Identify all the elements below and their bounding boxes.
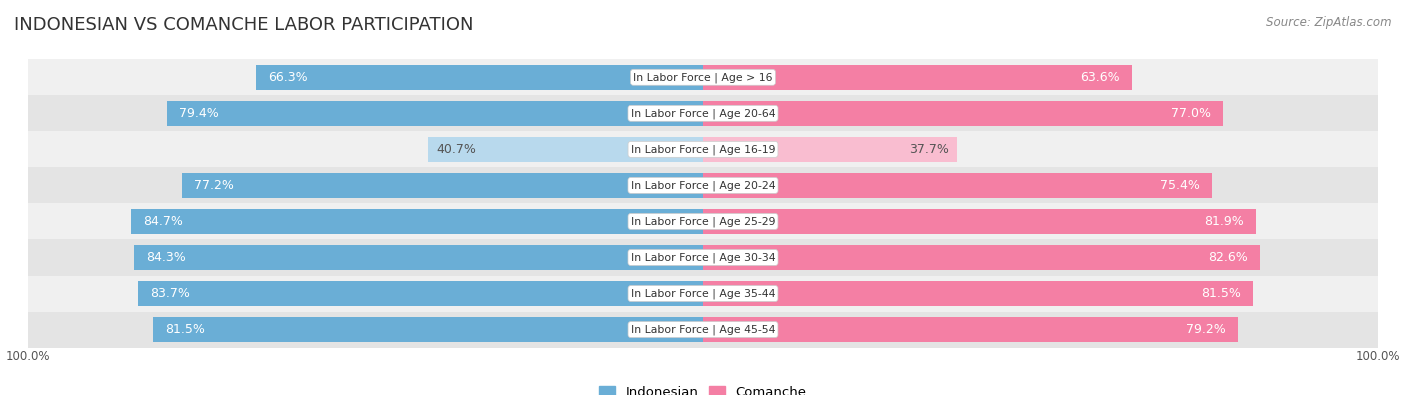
- Bar: [703, 317, 1237, 342]
- Bar: [703, 209, 1256, 234]
- Text: 79.2%: 79.2%: [1185, 323, 1226, 336]
- Text: 81.5%: 81.5%: [165, 323, 205, 336]
- Bar: [153, 317, 703, 342]
- Bar: [703, 101, 1223, 126]
- Bar: [28, 203, 1378, 239]
- Text: 75.4%: 75.4%: [1160, 179, 1199, 192]
- Bar: [181, 173, 703, 198]
- Text: 66.3%: 66.3%: [267, 71, 308, 84]
- Bar: [138, 281, 703, 306]
- Text: 82.6%: 82.6%: [1209, 251, 1249, 264]
- Bar: [28, 312, 1378, 348]
- Bar: [28, 276, 1378, 312]
- Bar: [28, 167, 1378, 203]
- Text: 40.7%: 40.7%: [436, 143, 477, 156]
- Text: In Labor Force | Age 16-19: In Labor Force | Age 16-19: [631, 144, 775, 154]
- Bar: [28, 132, 1378, 167]
- Text: INDONESIAN VS COMANCHE LABOR PARTICIPATION: INDONESIAN VS COMANCHE LABOR PARTICIPATI…: [14, 16, 474, 34]
- Bar: [429, 137, 703, 162]
- Bar: [131, 209, 703, 234]
- Text: 63.6%: 63.6%: [1080, 71, 1121, 84]
- Text: 81.5%: 81.5%: [1201, 287, 1241, 300]
- Text: In Labor Force | Age 25-29: In Labor Force | Age 25-29: [631, 216, 775, 227]
- Text: In Labor Force | Age 30-34: In Labor Force | Age 30-34: [631, 252, 775, 263]
- Text: 77.0%: 77.0%: [1171, 107, 1211, 120]
- Text: In Labor Force | Age 20-64: In Labor Force | Age 20-64: [631, 108, 775, 118]
- Text: In Labor Force | Age 45-54: In Labor Force | Age 45-54: [631, 324, 775, 335]
- Text: 84.3%: 84.3%: [146, 251, 186, 264]
- Bar: [703, 281, 1253, 306]
- Text: 83.7%: 83.7%: [150, 287, 190, 300]
- Bar: [167, 101, 703, 126]
- Text: In Labor Force | Age 20-24: In Labor Force | Age 20-24: [631, 180, 775, 191]
- Bar: [28, 59, 1378, 95]
- Bar: [703, 65, 1132, 90]
- Text: Source: ZipAtlas.com: Source: ZipAtlas.com: [1267, 16, 1392, 29]
- Bar: [703, 173, 1212, 198]
- Bar: [134, 245, 703, 270]
- Text: 37.7%: 37.7%: [910, 143, 949, 156]
- Bar: [703, 245, 1260, 270]
- Text: In Labor Force | Age > 16: In Labor Force | Age > 16: [633, 72, 773, 83]
- Bar: [28, 95, 1378, 132]
- Text: 77.2%: 77.2%: [194, 179, 233, 192]
- Text: 79.4%: 79.4%: [180, 107, 219, 120]
- Text: 81.9%: 81.9%: [1204, 215, 1243, 228]
- Text: In Labor Force | Age 35-44: In Labor Force | Age 35-44: [631, 288, 775, 299]
- Bar: [28, 239, 1378, 276]
- Bar: [703, 137, 957, 162]
- Legend: Indonesian, Comanche: Indonesian, Comanche: [595, 380, 811, 395]
- Bar: [256, 65, 703, 90]
- Text: 84.7%: 84.7%: [143, 215, 183, 228]
